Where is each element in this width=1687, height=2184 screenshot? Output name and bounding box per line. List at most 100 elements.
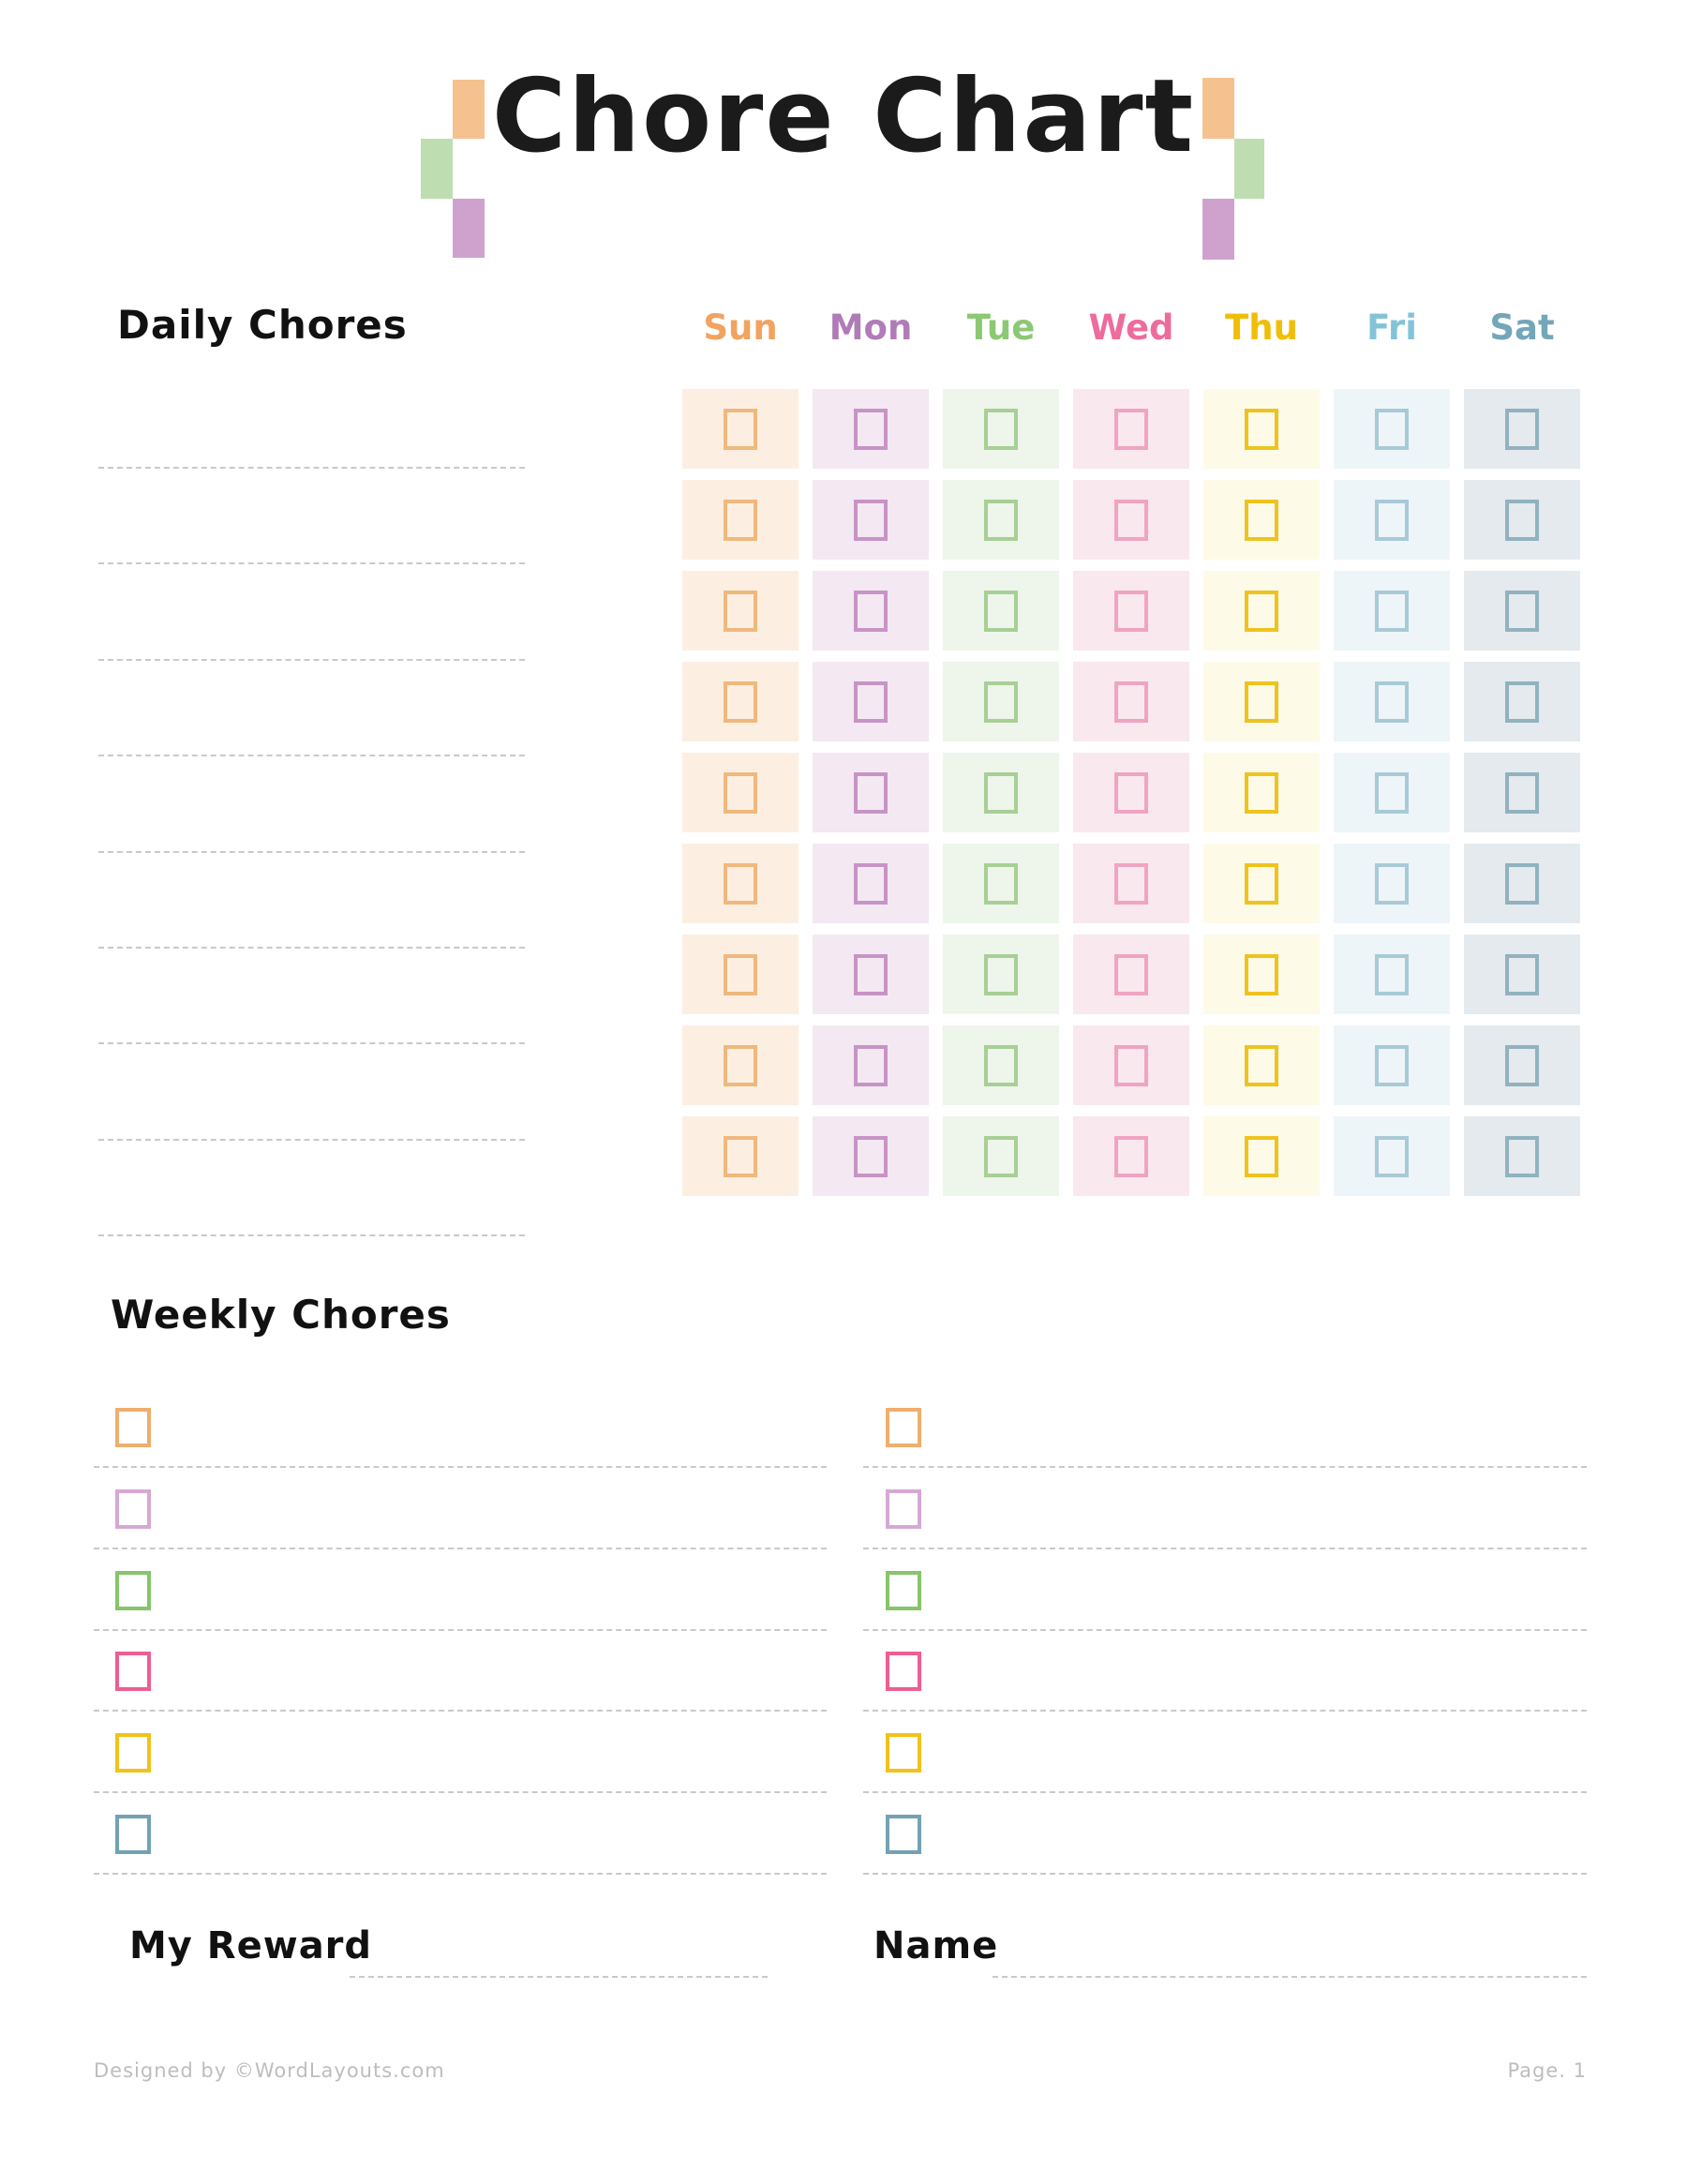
- daily-checkbox-tue-row1[interactable]: [984, 408, 1018, 450]
- daily-checkbox-sat-row8[interactable]: [1505, 1044, 1539, 1086]
- daily-checkbox-thu-row8[interactable]: [1245, 1044, 1278, 1086]
- weekly-chore-line-right-4[interactable]: [863, 1710, 1587, 1713]
- weekly-checkbox-right-1[interactable]: [886, 1408, 921, 1447]
- weekly-chore-line-left-3[interactable]: [94, 1628, 827, 1631]
- daily-checkbox-sat-row7[interactable]: [1505, 953, 1539, 995]
- daily-checkbox-wed-row8[interactable]: [1114, 1044, 1148, 1086]
- weekly-checkbox-left-4[interactable]: [115, 1652, 151, 1692]
- daily-checkbox-wed-row3[interactable]: [1114, 590, 1148, 632]
- daily-checkbox-mon-row7[interactable]: [854, 953, 888, 995]
- weekly-chore-line-left-6[interactable]: [94, 1873, 827, 1875]
- daily-chore-line-3[interactable]: [98, 658, 525, 661]
- daily-checkbox-mon-row4[interactable]: [854, 681, 888, 723]
- daily-checkbox-fri-row7[interactable]: [1375, 953, 1409, 995]
- weekly-checkbox-right-2[interactable]: [886, 1488, 921, 1529]
- daily-checkbox-tue-row6[interactable]: [984, 862, 1018, 905]
- daily-checkbox-mon-row2[interactable]: [854, 499, 888, 541]
- weekly-checkbox-left-3[interactable]: [115, 1570, 151, 1610]
- my-reward-input-line[interactable]: [350, 1976, 768, 1978]
- weekly-chore-line-right-1[interactable]: [863, 1466, 1587, 1468]
- daily-checkbox-thu-row5[interactable]: [1245, 771, 1278, 814]
- daily-checkbox-tue-row3[interactable]: [984, 590, 1018, 632]
- daily-checkbox-thu-row7[interactable]: [1245, 953, 1278, 995]
- daily-checkbox-sat-row3[interactable]: [1505, 590, 1539, 632]
- daily-checkbox-fri-row5[interactable]: [1375, 771, 1409, 814]
- weekly-checkbox-left-6[interactable]: [115, 1815, 151, 1854]
- weekly-chore-line-right-6[interactable]: [863, 1873, 1587, 1875]
- daily-checkbox-sun-row6[interactable]: [724, 862, 757, 905]
- daily-checkbox-sat-row6[interactable]: [1505, 862, 1539, 905]
- daily-chore-line-5[interactable]: [98, 850, 525, 853]
- daily-checkbox-mon-row6[interactable]: [854, 862, 888, 905]
- weekly-checkbox-left-5[interactable]: [115, 1733, 151, 1773]
- daily-checkbox-tue-row5[interactable]: [984, 771, 1018, 814]
- daily-checkbox-thu-row6[interactable]: [1245, 862, 1278, 905]
- weekly-checkbox-right-3[interactable]: [886, 1570, 921, 1610]
- weekly-chore-line-right-3[interactable]: [863, 1628, 1587, 1631]
- daily-checkbox-thu-row4[interactable]: [1245, 681, 1278, 723]
- daily-checkbox-tue-row4[interactable]: [984, 681, 1018, 723]
- weekly-chore-line-right-2[interactable]: [863, 1547, 1587, 1549]
- daily-checkbox-fri-row8[interactable]: [1375, 1044, 1409, 1086]
- daily-cell-tue-row3: [943, 571, 1059, 651]
- daily-checkbox-tue-row7[interactable]: [984, 953, 1018, 995]
- daily-chore-line-1[interactable]: [98, 467, 525, 469]
- weekly-chore-line-right-5[interactable]: [863, 1791, 1587, 1794]
- daily-chore-line-7[interactable]: [98, 1042, 525, 1045]
- daily-checkbox-fri-row3[interactable]: [1375, 590, 1409, 632]
- daily-chore-line-6[interactable]: [98, 947, 525, 949]
- weekly-chore-line-left-4[interactable]: [94, 1710, 827, 1713]
- weekly-checkbox-right-5[interactable]: [886, 1733, 921, 1773]
- footer-page-number: Page. 1: [1507, 2059, 1587, 2082]
- daily-checkbox-wed-row7[interactable]: [1114, 953, 1148, 995]
- daily-checkbox-sat-row5[interactable]: [1505, 771, 1539, 814]
- daily-checkbox-mon-row9[interactable]: [854, 1135, 888, 1177]
- daily-checkbox-tue-row9[interactable]: [984, 1135, 1018, 1177]
- daily-checkbox-fri-row9[interactable]: [1375, 1135, 1409, 1177]
- daily-checkbox-sun-row1[interactable]: [724, 408, 757, 450]
- daily-checkbox-wed-row6[interactable]: [1114, 862, 1148, 905]
- daily-chore-line-8[interactable]: [98, 1138, 525, 1141]
- daily-checkbox-sun-row3[interactable]: [724, 590, 757, 632]
- weekly-checkbox-right-6[interactable]: [886, 1815, 921, 1854]
- daily-checkbox-mon-row5[interactable]: [854, 771, 888, 814]
- daily-checkbox-sat-row4[interactable]: [1505, 681, 1539, 723]
- weekly-checkbox-left-2[interactable]: [115, 1488, 151, 1529]
- daily-checkbox-sat-row1[interactable]: [1505, 408, 1539, 450]
- daily-chore-line-2[interactable]: [98, 562, 525, 565]
- daily-checkbox-wed-row2[interactable]: [1114, 499, 1148, 541]
- daily-checkbox-wed-row9[interactable]: [1114, 1135, 1148, 1177]
- daily-checkbox-tue-row2[interactable]: [984, 499, 1018, 541]
- daily-checkbox-fri-row2[interactable]: [1375, 499, 1409, 541]
- daily-checkbox-sun-row9[interactable]: [724, 1135, 757, 1177]
- weekly-chore-line-left-2[interactable]: [94, 1547, 827, 1549]
- daily-checkbox-fri-row4[interactable]: [1375, 681, 1409, 723]
- daily-checkbox-wed-row1[interactable]: [1114, 408, 1148, 450]
- daily-checkbox-fri-row1[interactable]: [1375, 408, 1409, 450]
- daily-checkbox-sun-row4[interactable]: [724, 681, 757, 723]
- daily-checkbox-thu-row2[interactable]: [1245, 499, 1278, 541]
- daily-checkbox-mon-row3[interactable]: [854, 590, 888, 632]
- daily-checkbox-thu-row3[interactable]: [1245, 590, 1278, 632]
- daily-checkbox-thu-row9[interactable]: [1245, 1135, 1278, 1177]
- daily-checkbox-sat-row2[interactable]: [1505, 499, 1539, 541]
- daily-chore-line-9[interactable]: [98, 1234, 525, 1237]
- daily-checkbox-sun-row5[interactable]: [724, 771, 757, 814]
- weekly-chore-line-left-1[interactable]: [94, 1466, 827, 1468]
- daily-checkbox-sat-row9[interactable]: [1505, 1135, 1539, 1177]
- weekly-chore-line-left-5[interactable]: [94, 1791, 827, 1794]
- daily-checkbox-mon-row8[interactable]: [854, 1044, 888, 1086]
- daily-chore-line-4[interactable]: [98, 755, 525, 757]
- weekly-checkbox-left-1[interactable]: [115, 1408, 151, 1447]
- daily-checkbox-tue-row8[interactable]: [984, 1044, 1018, 1086]
- daily-checkbox-wed-row4[interactable]: [1114, 681, 1148, 723]
- daily-checkbox-mon-row1[interactable]: [854, 408, 888, 450]
- weekly-checkbox-right-4[interactable]: [886, 1652, 921, 1692]
- daily-checkbox-sun-row7[interactable]: [724, 953, 757, 995]
- daily-checkbox-thu-row1[interactable]: [1245, 408, 1278, 450]
- daily-checkbox-sun-row2[interactable]: [724, 499, 757, 541]
- daily-checkbox-sun-row8[interactable]: [724, 1044, 757, 1086]
- daily-checkbox-wed-row5[interactable]: [1114, 771, 1148, 814]
- name-input-line[interactable]: [993, 1976, 1587, 1978]
- daily-checkbox-fri-row6[interactable]: [1375, 862, 1409, 905]
